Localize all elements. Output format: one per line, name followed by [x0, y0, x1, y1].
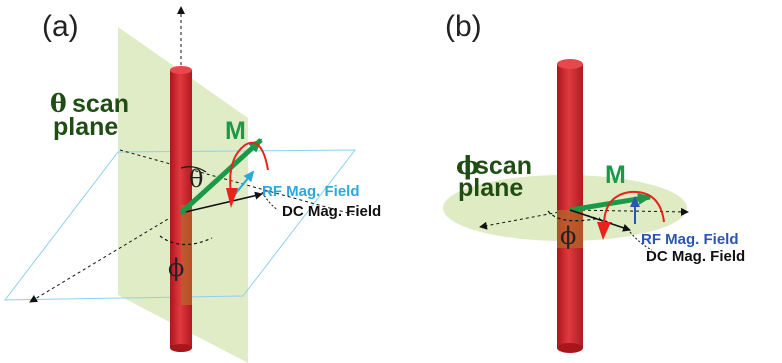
- panel-b-label: (b): [445, 10, 482, 43]
- theta-plane-symbol: θ: [50, 89, 67, 118]
- cylinder-b: [557, 59, 583, 353]
- rotation-arc-b: [602, 190, 665, 229]
- phi-plane-symbol: ϕ: [456, 151, 480, 180]
- rf-label-a: RF Mag. Field: [262, 183, 360, 200]
- m-vector-a: [179, 138, 263, 215]
- panel-a-label: (a): [42, 10, 79, 43]
- phi-plane-word1: scan: [475, 152, 532, 180]
- theta-arc: [180, 166, 207, 173]
- dc-label-leader-a: [261, 191, 279, 211]
- dc-label-a: DC Mag. Field: [282, 203, 381, 220]
- dc-label-b: DC Mag. Field: [646, 248, 745, 265]
- theta-plane-word1: scan: [72, 90, 129, 118]
- rotation-arrowhead-b: [597, 222, 611, 240]
- dc-field-arrow-a: [180, 191, 263, 214]
- panel-a: (a) θ ϕ M: [3, 6, 381, 363]
- dashed-axis-diagonal: [119, 149, 356, 216]
- dashed-axis-right-b: [569, 207, 689, 216]
- rotation-arc-a: [229, 141, 269, 201]
- horizontal-plane-outline: [3, 149, 357, 301]
- phi-symbol-a: ϕ: [168, 254, 184, 282]
- phi-arc-a: [159, 235, 213, 246]
- m-label-a: M: [225, 117, 246, 145]
- m-label-b: M: [605, 161, 626, 189]
- theta-plane-word2: plane: [53, 113, 118, 141]
- phi-plane-word2: plane: [458, 174, 523, 202]
- theta-symbol-a: θ: [189, 165, 203, 193]
- rf-label-b: RF Mag. Field: [641, 231, 739, 248]
- rotation-arrowhead-a: [226, 188, 238, 208]
- phi-symbol-b: ϕ: [560, 222, 576, 250]
- cylinder-a: [170, 66, 192, 352]
- dc-field-arrow-b: [569, 209, 631, 232]
- dashed-axis-front: [29, 212, 179, 303]
- phi-arc-b: [547, 210, 601, 222]
- panel-b: (b) ϕ M RF Mag. Field DC M: [443, 10, 745, 353]
